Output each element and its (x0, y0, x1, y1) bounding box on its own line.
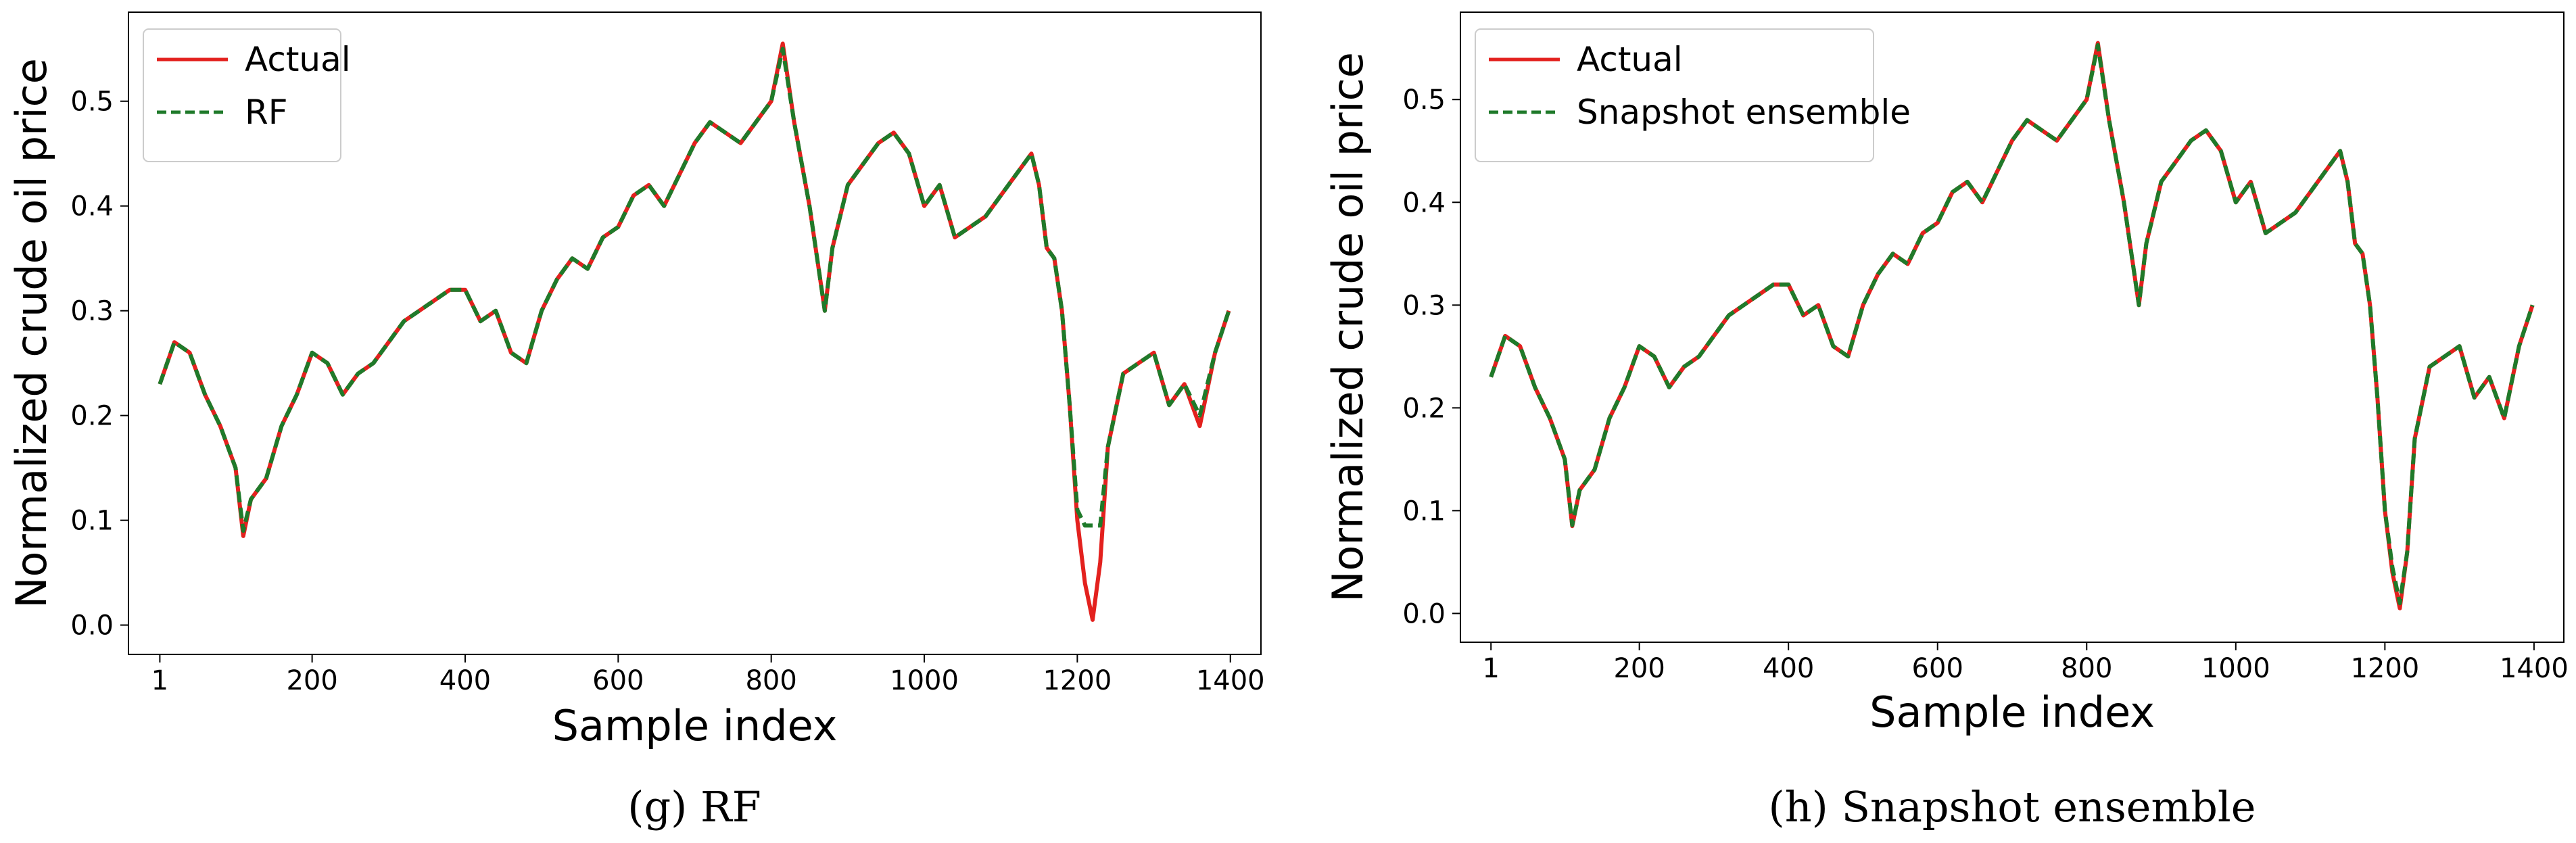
legend-label: Actual (245, 40, 351, 79)
x-tick-label: 400 (1763, 653, 1814, 684)
x-tick-label: 1000 (890, 665, 959, 696)
y-tick-label: 0.3 (1402, 290, 1446, 321)
x-axis-label: Sample index (1869, 688, 2155, 737)
y-tick-label: 0.1 (1402, 496, 1446, 527)
y-tick-label: 0.3 (70, 296, 114, 327)
y-tick-label: 0.5 (1402, 85, 1446, 116)
x-tick-label: 800 (2061, 653, 2112, 684)
y-tick-label: 0.0 (70, 610, 114, 642)
legend-label: Snapshot ensemble (1577, 93, 1911, 132)
y-tick-label: 0.4 (1402, 187, 1446, 218)
y-tick-label: 0.5 (70, 87, 114, 118)
x-tick-label: 200 (286, 665, 337, 696)
plot-frame (128, 11, 1262, 655)
legend: Actual RF (143, 28, 351, 162)
x-tick-label: 1 (1482, 653, 1499, 684)
x-tick-label: 1200 (2350, 653, 2419, 684)
x-tick-label: 1400 (1196, 665, 1265, 696)
legend-label: RF (245, 93, 288, 132)
y-tick-label: 0.4 (70, 191, 114, 222)
chart-panel-2: 1 200 400 600 800 1000 1200 14000.00.10.20.30.4… (1323, 11, 2569, 832)
x-axis-label: Sample index (552, 701, 838, 750)
y-tick-label: 0.0 (1402, 598, 1446, 629)
figure-caption: (g) RF (627, 782, 761, 832)
plot-frame (1460, 11, 2565, 643)
legend-box (143, 28, 341, 162)
x-tick-label: 1 (151, 665, 168, 696)
y-tick-label: 0.1 (70, 506, 114, 537)
x-tick-label: 1000 (2201, 653, 2270, 684)
legend: Actual Snapshot ensemble (1475, 28, 1911, 162)
x-tick-label: 600 (1912, 653, 1963, 684)
x-tick-label: 1400 (2500, 653, 2569, 684)
figure-caption: (h) Snapshot ensemble (1769, 782, 2256, 832)
x-tick-label: 400 (439, 665, 491, 696)
y-tick-label: 0.2 (70, 401, 114, 432)
series-line-prediction (1489, 43, 2535, 606)
y-axis-label: Normalized crude oil price (1323, 52, 1373, 602)
x-tick-label: 1200 (1043, 665, 1112, 696)
x-tick-label: 200 (1613, 653, 1665, 684)
chart-panel-1: 1 200 400 600 800 1000 1200 14000.00.10.20.30.4… (7, 11, 1265, 832)
legend-label: Actual (1577, 40, 1683, 79)
x-tick-label: 600 (592, 665, 644, 696)
series-line-prediction (158, 47, 1231, 533)
y-tick-label: 0.2 (1402, 393, 1446, 424)
x-tick-label: 800 (745, 665, 796, 696)
legend-box (1475, 28, 1874, 162)
y-axis-label: Normalized crude oil price (7, 58, 56, 608)
